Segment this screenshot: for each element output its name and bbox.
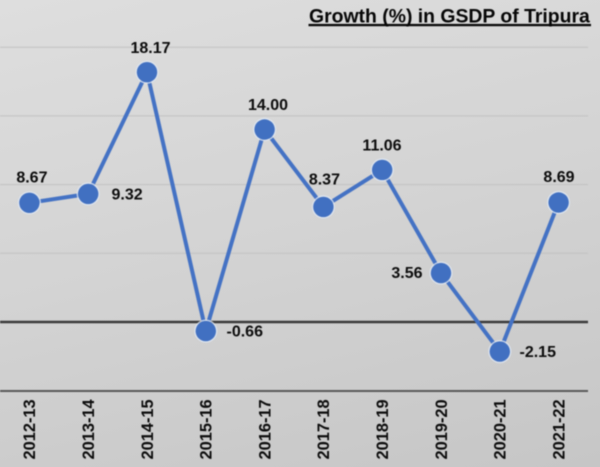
svg-text:2013-14: 2013-14 <box>80 398 98 459</box>
svg-text:8.67: 8.67 <box>16 169 47 186</box>
svg-text:2021-22: 2021-22 <box>550 399 568 459</box>
svg-text:-0.66: -0.66 <box>227 324 264 341</box>
svg-text:2014-15: 2014-15 <box>139 399 157 459</box>
svg-text:-2.15: -2.15 <box>520 344 557 361</box>
svg-text:9.32: 9.32 <box>112 187 143 204</box>
svg-text:2015-16: 2015-16 <box>198 399 216 459</box>
svg-text:11.06: 11.06 <box>362 138 401 155</box>
svg-text:8.69: 8.69 <box>543 169 574 186</box>
svg-text:18.17: 18.17 <box>130 40 170 57</box>
svg-text:2018-19: 2018-19 <box>374 399 392 459</box>
svg-text:2019-20: 2019-20 <box>433 399 451 459</box>
svg-text:Growth (%) in GSDP of Tripura: Growth (%) in GSDP of Tripura <box>309 5 590 27</box>
svg-text:2020-21: 2020-21 <box>492 399 510 459</box>
svg-text:14.00: 14.00 <box>248 97 288 114</box>
svg-text:2016-17: 2016-17 <box>256 399 274 459</box>
svg-text:2017-18: 2017-18 <box>315 399 333 459</box>
svg-text:3.56: 3.56 <box>391 265 422 282</box>
svg-text:2012-13: 2012-13 <box>21 399 39 459</box>
svg-text:8.37: 8.37 <box>309 171 340 188</box>
